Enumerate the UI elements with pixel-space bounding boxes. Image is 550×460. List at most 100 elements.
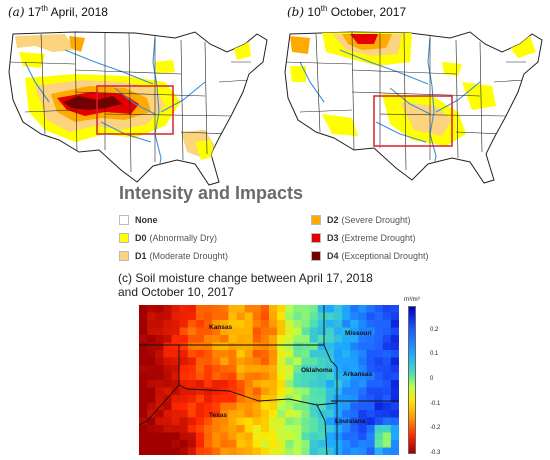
- soil-moisture-cell: [293, 440, 302, 448]
- soil-moisture-cell: [155, 387, 164, 396]
- soil-moisture-cell: [358, 440, 367, 448]
- soil-moisture-cell: [244, 342, 254, 351]
- soil-moisture-cell: [228, 425, 237, 433]
- soil-moisture-cell: [212, 372, 221, 381]
- soil-moisture-cell: [147, 395, 156, 403]
- soil-moisture-cell: [212, 410, 221, 418]
- soil-moisture-cell: [309, 372, 319, 381]
- soil-moisture-cell: [325, 335, 335, 343]
- soil-moisture-cell: [269, 425, 278, 433]
- soil-moisture-cell: [285, 312, 294, 321]
- soil-moisture-cell: [244, 365, 254, 373]
- soil-moisture-cell: [358, 447, 367, 456]
- soil-moisture-cell: [285, 357, 294, 366]
- soil-moisture-cell: [301, 402, 311, 411]
- soil-moisture-cell: [228, 447, 237, 456]
- soil-moisture-cell: [236, 320, 246, 328]
- soil-moisture-cell: [374, 335, 384, 343]
- soil-moisture-cell: [285, 447, 294, 456]
- soil-moisture-cell: [212, 305, 221, 313]
- soil-moisture-cell: [147, 365, 156, 373]
- soil-moisture-cell: [382, 350, 392, 358]
- soil-moisture-cell: [317, 447, 327, 456]
- soil-moisture-cell: [204, 380, 213, 388]
- soil-moisture-cell: [374, 402, 384, 411]
- soil-moisture-cell: [269, 372, 278, 381]
- soil-moisture-cell: [244, 312, 254, 321]
- soil-moisture-cell: [358, 312, 367, 321]
- soil-moisture-cell: [342, 320, 351, 328]
- soil-moisture-cell: [309, 365, 319, 373]
- soil-moisture-cell: [293, 380, 302, 388]
- soil-moisture-cell: [342, 395, 351, 403]
- soil-moisture-cell: [236, 350, 246, 358]
- soil-moisture-cell: [317, 440, 327, 448]
- legend-item-d3: D3 (Extreme Drought): [311, 233, 416, 243]
- soil-moisture-cell: [382, 327, 392, 336]
- soil-moisture-cell: [163, 357, 172, 366]
- soil-moisture-cell: [390, 410, 400, 418]
- soil-moisture-cell: [285, 425, 294, 433]
- soil-moisture-cell: [236, 425, 246, 433]
- soil-moisture-cell: [366, 327, 376, 336]
- soil-moisture-cell: [317, 395, 327, 403]
- soil-moisture-cell: [358, 357, 367, 366]
- soil-moisture-cell: [171, 410, 181, 418]
- soil-moisture-cell: [342, 410, 351, 418]
- soil-moisture-cell: [228, 350, 237, 358]
- soil-moisture-cell: [236, 327, 246, 336]
- soil-moisture-cell: [228, 402, 237, 411]
- soil-moisture-cell: [342, 312, 351, 321]
- soil-moisture-cell: [334, 305, 343, 313]
- soil-moisture-map: Kansas Missouri Oklahoma Arkansas Texas …: [138, 305, 400, 460]
- soil-moisture-cell: [147, 372, 156, 381]
- soil-moisture-cell: [325, 447, 335, 456]
- soil-moisture-cell: [366, 350, 376, 358]
- soil-moisture-cell: [390, 320, 400, 328]
- soil-moisture-cell: [252, 365, 262, 373]
- soil-moisture-cell: [301, 447, 311, 456]
- soil-moisture-cell: [293, 402, 302, 411]
- soil-moisture-cell: [147, 305, 156, 313]
- soil-moisture-cell: [139, 320, 148, 328]
- soil-moisture-cell: [187, 440, 197, 448]
- soil-moisture-cell: [334, 350, 343, 358]
- soil-moisture-cell: [325, 432, 335, 441]
- soil-moisture-cell: [342, 357, 351, 366]
- soil-moisture-cell: [252, 312, 262, 321]
- soil-moisture-cell: [366, 417, 376, 426]
- soil-moisture-cell: [317, 380, 327, 388]
- soil-moisture-cell: [325, 365, 335, 373]
- soil-moisture-cell: [139, 395, 148, 403]
- soil-moisture-cell: [155, 395, 164, 403]
- soil-moisture-cell: [366, 372, 376, 381]
- soil-moisture-cell: [285, 335, 294, 343]
- soil-moisture-cell: [293, 417, 302, 426]
- soil-moisture-cell: [309, 380, 319, 388]
- soil-moisture-cell: [228, 357, 237, 366]
- soil-moisture-cell: [171, 447, 181, 456]
- soil-moisture-cell: [228, 327, 237, 336]
- soil-moisture-cell: [155, 357, 164, 366]
- state-label-louisiana: Louisiana: [335, 418, 366, 425]
- soil-moisture-cell: [277, 440, 286, 448]
- soil-moisture-cell: [187, 365, 197, 373]
- colorbar-tick-label: -0.2: [430, 425, 441, 432]
- soil-moisture-cell: [163, 395, 172, 403]
- soil-moisture-cell: [195, 402, 205, 411]
- soil-moisture-cell: [195, 357, 205, 366]
- soil-moisture-cell: [358, 335, 367, 343]
- soil-moisture-cell: [220, 312, 229, 321]
- soil-moisture-cell: [212, 312, 221, 321]
- soil-moisture-cell: [382, 365, 392, 373]
- soil-moisture-cell: [301, 335, 311, 343]
- legend-item-none: None: [119, 215, 161, 225]
- soil-moisture-cell: [244, 395, 254, 403]
- soil-moisture-cell: [171, 320, 181, 328]
- soil-moisture-cell: [195, 447, 205, 456]
- soil-moisture-cell: [260, 425, 270, 433]
- soil-moisture-cell: [220, 305, 229, 313]
- soil-moisture-cell: [285, 440, 294, 448]
- soil-moisture-cell: [301, 342, 311, 351]
- soil-moisture-cell: [252, 440, 262, 448]
